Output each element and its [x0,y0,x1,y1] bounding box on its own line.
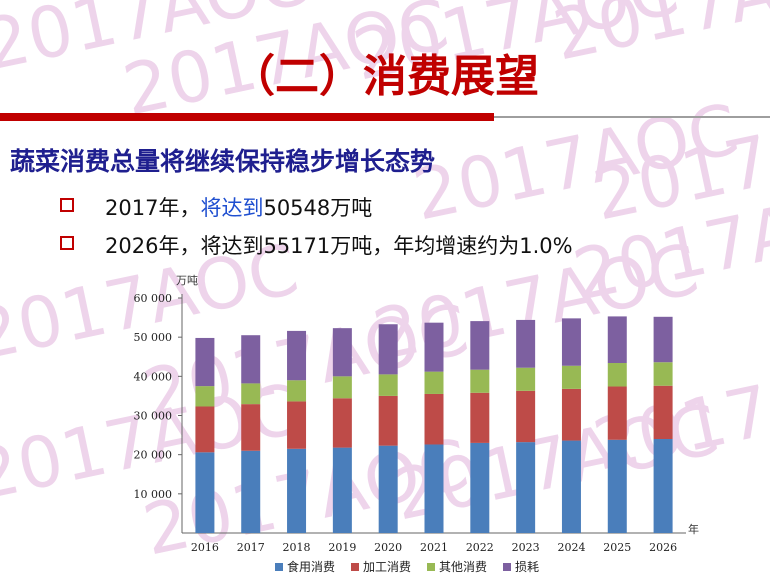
x-tick-label: 2017 [237,541,265,554]
bar-segment [470,369,490,393]
bar-segment [195,406,215,453]
bar-segment [287,380,307,402]
bar-segment [241,335,261,384]
bar-segment [561,388,581,441]
bullet-square-icon [60,198,74,212]
bullet-highlight: 将达到 [200,196,264,220]
x-tick-label: 2023 [512,541,540,554]
bar-segment [241,404,261,451]
title-rule-grey [494,116,770,118]
bar-segment [607,439,627,533]
x-tick-label: 2026 [649,541,677,554]
bar-segment [378,374,398,396]
bar-segment [424,322,444,372]
bar-segment [332,398,352,448]
bar-segment [653,385,673,439]
y-tick-label: 60 000 [134,292,173,305]
y-axis-label: 万吨 [176,274,198,287]
x-tick-label: 2018 [283,541,311,554]
bar-segment [241,383,261,405]
bar-segment [332,328,352,377]
bar-segment [287,330,307,381]
x-tick-label: 2024 [557,541,585,554]
bullet-text: 2026年，将达到55171万吨，年均增速约为1.0% [105,234,573,258]
bar-segment [561,440,581,533]
bar-segment [607,363,627,387]
bar-segment [561,365,581,389]
bar-segment [332,376,352,399]
bar-segment [287,448,307,533]
slide-heading: 蔬菜消费总量将继续保持稳步增长态势 [10,147,436,176]
bullet-item-2017: 2017年，将达到50548万吨 [60,192,700,220]
x-tick-label: 2025 [603,541,631,554]
bar-segment [195,386,215,407]
bar-segment [516,319,536,368]
bullet-suffix: 50548万吨 [263,196,373,220]
slide-title: （二）消费展望 [231,51,539,102]
bar-segment [470,321,490,370]
bar-segment [424,371,444,394]
bar-segment [653,439,673,533]
bar-segment [332,447,352,533]
y-tick-label: 50 000 [134,331,173,344]
x-axis-label: 年 [688,522,699,536]
bullet-item-2026: 2026年，将达到55171万吨，年均增速约为1.0% [60,230,700,258]
legend-swatch [351,563,359,571]
legend-label: 食用消费 [287,559,335,574]
legend-label: 其他消费 [439,560,487,574]
x-tick-label: 2016 [191,541,219,554]
bar-segment [653,362,673,386]
bar-segment [607,316,627,364]
bar-segment [653,316,673,363]
x-tick-label: 2022 [466,541,494,554]
y-tick-label: 40 000 [134,370,173,383]
bar-segment [516,390,536,443]
y-tick-label: 20 000 [134,449,173,462]
bullet-square-icon [60,236,74,250]
x-tick-label: 2020 [374,541,402,554]
bar-segment [516,367,536,391]
bar-segment [516,442,536,533]
bar-segment [424,393,444,445]
bar-segment [561,318,581,366]
legend-swatch [275,563,283,571]
bar-segment [195,337,215,387]
legend-swatch [503,563,511,571]
y-tick-label: 10 000 [134,488,173,501]
bar-segment [378,324,398,375]
bar-segment [378,395,398,446]
bar-segment [470,392,490,443]
bar-segment [287,401,307,449]
bar-segment [241,450,261,533]
bar-segment [424,444,444,533]
bar-segment [470,442,490,533]
bar-segment [607,386,627,440]
bar-segment [378,445,398,533]
bar-segment [195,452,215,533]
x-tick-label: 2021 [420,541,448,554]
x-tick-label: 2019 [328,541,356,554]
legend-label: 损耗 [515,560,539,574]
title-rule [0,113,494,121]
bullet-prefix: 2017年， [105,196,201,220]
legend-label: 加工消费 [363,560,411,574]
y-tick-label: 30 000 [134,410,173,423]
legend-swatch [427,563,435,571]
